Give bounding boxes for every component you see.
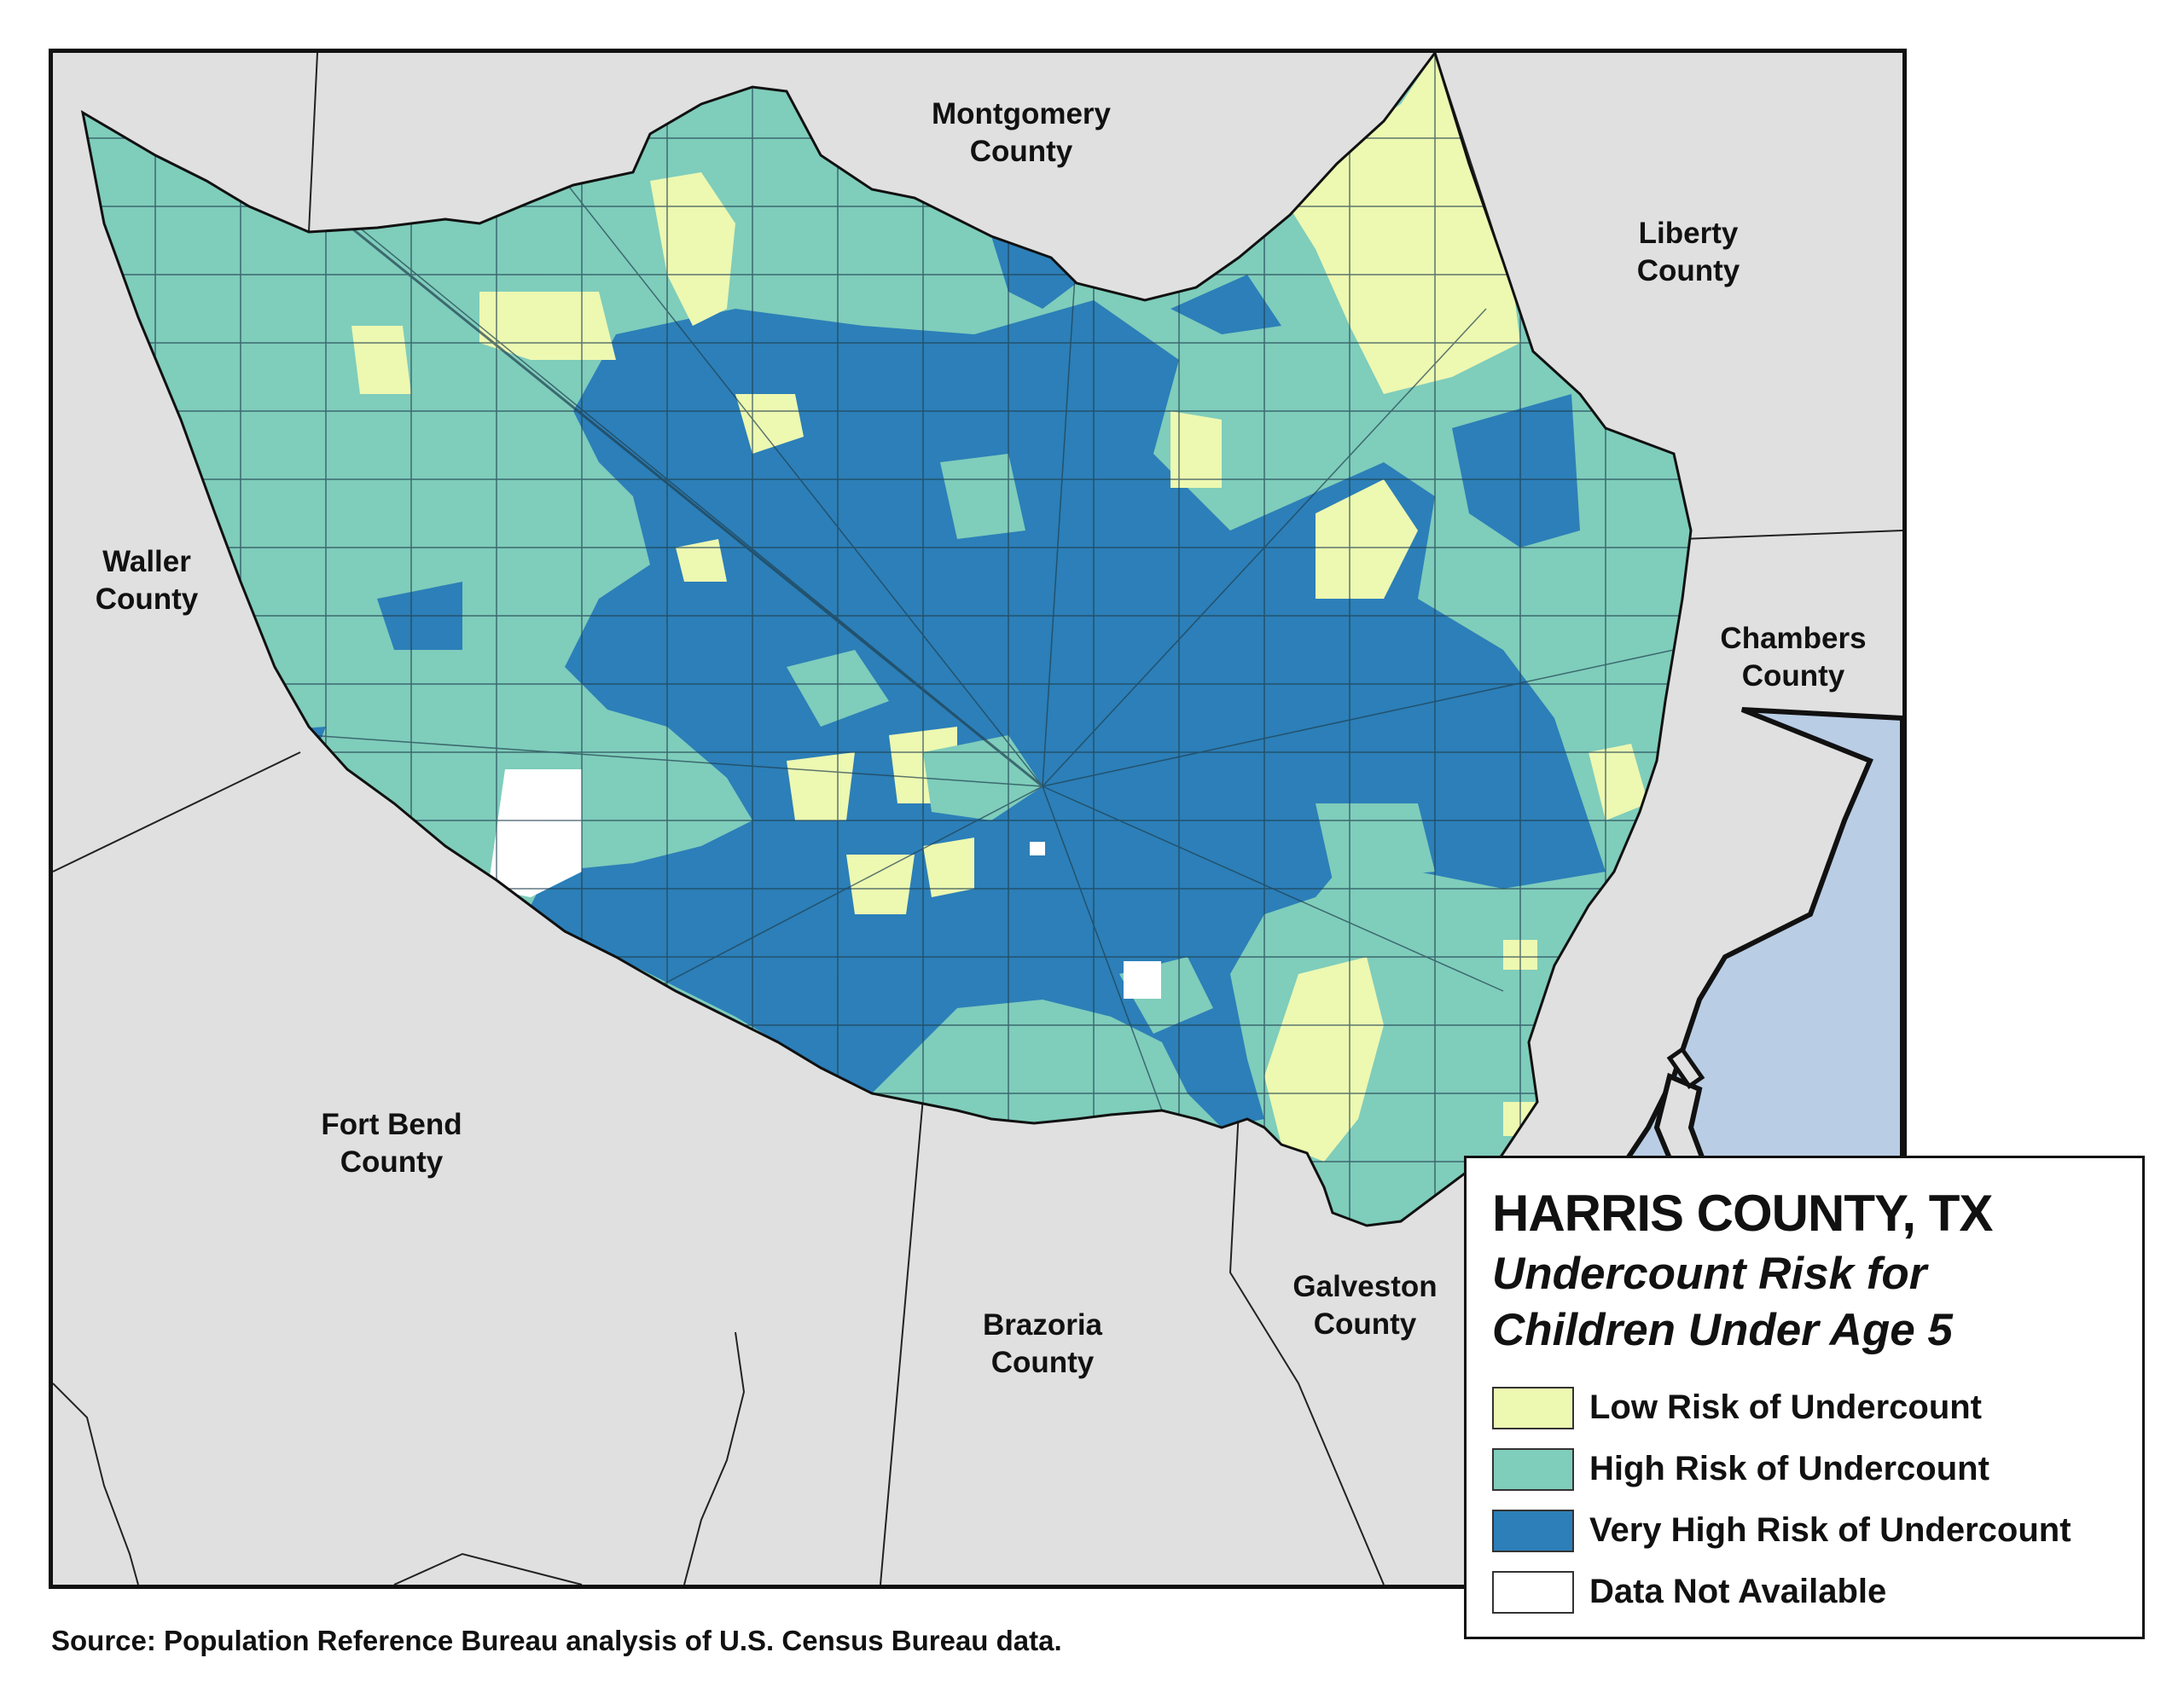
legend-item-no-data: Data Not Available	[1492, 1571, 2132, 1615]
low-risk-zone	[846, 855, 915, 914]
legend-label: Data Not Available	[1589, 1573, 1887, 1610]
county-label-waller: Waller County	[96, 543, 199, 618]
low-risk-zone	[676, 539, 727, 582]
island	[1666, 1046, 1705, 1090]
legend-swatch-high-risk	[1492, 1448, 1574, 1491]
boundary-line	[880, 1097, 924, 1585]
county-label-brazoria: Brazoria County	[983, 1307, 1102, 1382]
boundary-line	[53, 1383, 139, 1585]
map-legend: HARRIS COUNTY, TX Undercount Risk for Ch…	[1464, 1156, 2145, 1639]
high-risk-zone	[923, 735, 1043, 820]
county-label-chambers: Chambers County	[1720, 620, 1866, 695]
legend-subtitle-line1: Undercount Risk for	[1492, 1249, 1927, 1299]
county-label-liberty: Liberty County	[1637, 215, 1740, 290]
legend-item-low-risk: Low Risk of Undercount	[1492, 1387, 2132, 1431]
county-name: Liberty	[1638, 217, 1739, 250]
boundary-line	[53, 751, 301, 872]
very-high-risk-zone	[991, 236, 1077, 309]
county-word: County	[1636, 254, 1740, 287]
county-name: Brazoria	[982, 1308, 1103, 1342]
county-name: Galveston	[1292, 1270, 1438, 1303]
low-risk-zone	[923, 838, 974, 897]
county-name: Fort Bend	[321, 1108, 462, 1141]
county-name: Waller	[102, 545, 191, 578]
low-risk-zone	[479, 292, 616, 360]
no-data-zone	[488, 769, 582, 897]
county-word: County	[1313, 1307, 1417, 1341]
legend-swatch-no-data	[1492, 1571, 1574, 1614]
no-data-zone	[1124, 961, 1161, 999]
county-word: County	[95, 583, 199, 616]
legend-label: Very High Risk of Undercount	[1589, 1511, 2071, 1549]
low-risk-zone	[1316, 479, 1418, 599]
low-risk-zone	[1589, 744, 1648, 820]
legend-item-high-risk: High Risk of Undercount	[1492, 1448, 2132, 1493]
legend-swatch-low-risk	[1492, 1387, 1574, 1429]
county-name: Chambers	[1720, 622, 1867, 655]
county-label-galveston: Galveston County	[1292, 1268, 1437, 1343]
county-name: Montgomery	[932, 97, 1111, 130]
very-high-risk-zone	[1170, 275, 1281, 334]
county-word: County	[969, 135, 1073, 168]
low-risk-zone	[1264, 957, 1384, 1162]
very-high-risk-zone	[1452, 394, 1580, 548]
legend-label: Low Risk of Undercount	[1589, 1388, 1982, 1426]
legend-item-very-high-risk: Very High Risk of Undercount	[1492, 1510, 2132, 1554]
legend-swatch-very-high-risk	[1492, 1510, 1574, 1552]
low-risk-zone	[1170, 411, 1222, 488]
county-word: County	[340, 1145, 444, 1179]
high-risk-zone	[940, 454, 1025, 539]
county-word: County	[1741, 659, 1845, 693]
boundary-line	[393, 1552, 583, 1585]
boundary-line	[683, 1331, 746, 1585]
county-label-fort-bend: Fort Bend County	[321, 1106, 462, 1181]
harris-county-outline	[80, 53, 1693, 1227]
source-note: Source: Population Reference Bureau anal…	[51, 1625, 1062, 1656]
no-data-zone	[1030, 842, 1045, 855]
low-risk-zone	[351, 326, 411, 394]
boundary-line	[308, 53, 318, 233]
legend-label: High Risk of Undercount	[1589, 1450, 1989, 1487]
legend-subtitle-line2: Children Under Age 5	[1492, 1305, 1953, 1355]
low-risk-zone	[787, 752, 855, 820]
county-label-montgomery: Montgomery County	[932, 96, 1111, 171]
low-risk-zone	[650, 172, 735, 326]
county-boundaries	[53, 53, 1902, 1585]
legend-subtitle: Undercount Risk for Children Under Age 5	[1492, 1246, 2123, 1359]
boundary-line	[1228, 1110, 1385, 1585]
high-risk-zone	[1316, 803, 1435, 880]
county-word: County	[990, 1346, 1095, 1379]
legend-title: HARRIS COUNTY, TX	[1492, 1185, 1993, 1242]
